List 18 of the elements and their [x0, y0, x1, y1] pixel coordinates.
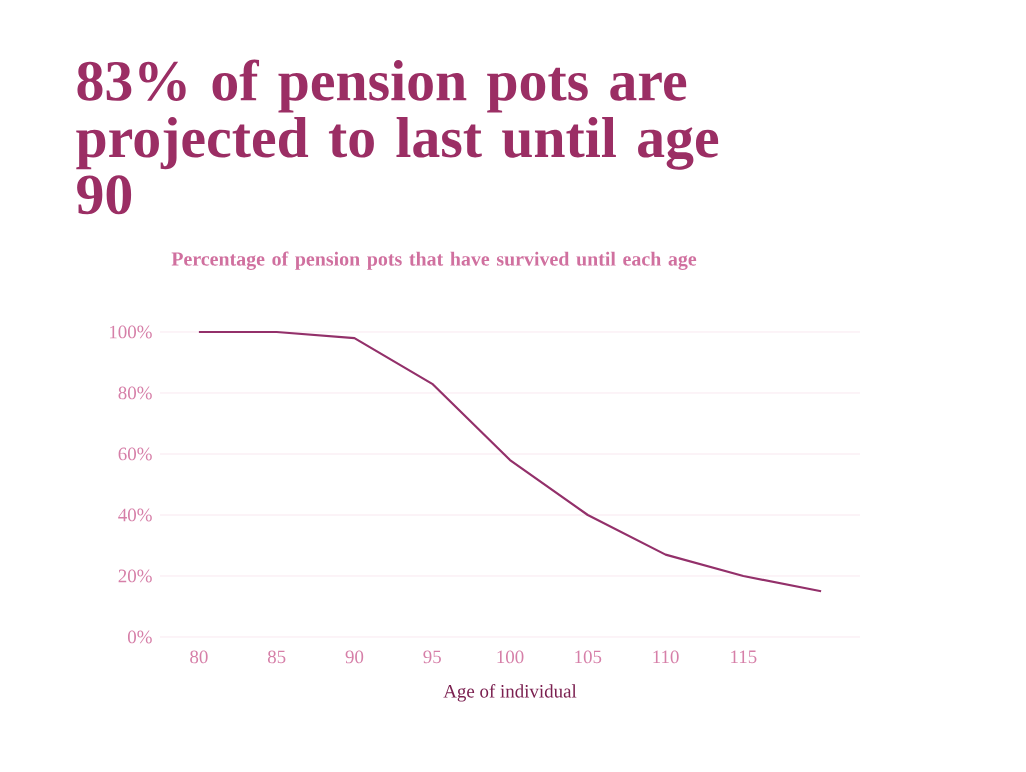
- x-tick-label: 90: [345, 650, 364, 664]
- y-tick-label: 0%: [127, 630, 152, 644]
- x-tick-label: 95: [423, 650, 441, 664]
- y-tick-label: 40%: [118, 508, 152, 522]
- x-tick-label: 105: [575, 650, 602, 664]
- x-tick-label: 115: [731, 650, 757, 664]
- x-axis-title: Age of individual: [443, 684, 577, 702]
- y-tick-label: 60%: [118, 447, 152, 461]
- chart-title: 83% of pension pots are projected to last until age 90: [76, 59, 719, 215]
- x-tick-label: 85: [267, 650, 286, 664]
- x-tick-label: 80: [190, 650, 208, 664]
- line-series: [197, 330, 823, 593]
- chart-subtitle: Percentage of pension pots that have survived until each age: [171, 251, 697, 270]
- y-tick-label: 100%: [109, 325, 152, 339]
- y-tick-label: 20%: [118, 569, 152, 583]
- y-tick-label: 80%: [118, 386, 152, 400]
- x-tick-label: 110: [653, 650, 679, 664]
- x-tick-label: 100: [497, 650, 524, 664]
